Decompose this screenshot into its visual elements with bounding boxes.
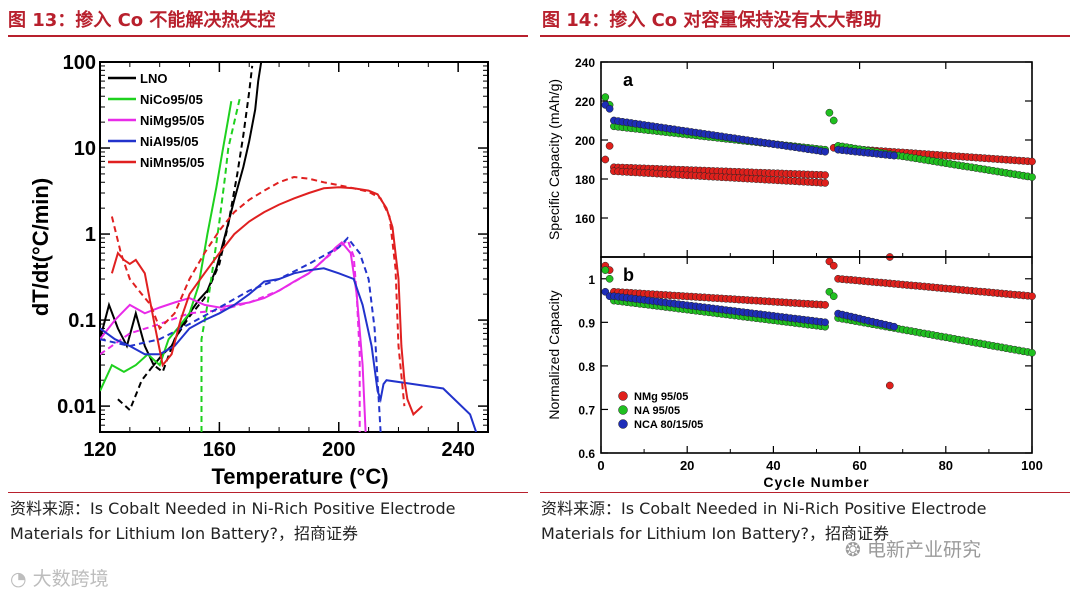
data-point [829, 116, 838, 125]
series-dashed-nimn95-05 [110, 175, 406, 407]
right-source-rule [540, 492, 1070, 493]
x-tick-label: 80 [939, 458, 953, 473]
y-tick-label: 240 [575, 56, 595, 70]
legend-marker [618, 405, 628, 415]
y-tick-label: 0.6 [578, 447, 595, 461]
left-source-text: 资料来源：Is Cobalt Needed in Ni-Rich Positiv… [10, 499, 456, 543]
left-title-rule [8, 35, 528, 37]
data-point [601, 93, 610, 101]
right-title-rule [540, 35, 1070, 37]
data-point [821, 318, 829, 327]
legend-label: NCA 80/15/05 [634, 419, 703, 431]
data-point [829, 292, 838, 301]
left-panel-title: 图 13：掺入 Co 不能解决热失控 [8, 10, 276, 31]
watermark-right: ❂ 电新产业研究 [845, 535, 981, 562]
series-nca-80-15-05 [601, 287, 898, 331]
series-line-nial95-05 [100, 267, 478, 432]
x-tick-label: 60 [852, 458, 866, 473]
watermark-left-text: 大数跨境 [32, 568, 109, 590]
data-point [890, 322, 898, 331]
panel-letter: a [623, 70, 634, 90]
y-tick-label: 200 [575, 134, 595, 148]
data-point [829, 261, 838, 270]
series-line-nimn95-05 [110, 186, 423, 417]
y-tick-label: 1 [588, 273, 595, 287]
data-point [1028, 292, 1036, 301]
series-dashed-lno [117, 65, 254, 412]
y-axis-label: dT/dt(°C/min) [28, 178, 53, 316]
series-dashed-nimg95-05 [100, 238, 361, 432]
y-tick-label: 10 [74, 138, 96, 160]
legend-label: NiMg95/05 [140, 113, 204, 128]
x-tick-label: 120 [83, 439, 116, 461]
legend-label: NiMn95/05 [140, 155, 204, 170]
legend-label: NA 95/05 [634, 405, 680, 417]
series-na-95-05 [601, 266, 1036, 357]
data-point [1028, 173, 1036, 181]
data-point [821, 171, 829, 179]
data-point [601, 266, 610, 274]
y-tick-label: 220 [575, 95, 595, 109]
y-tick-label: 0.7 [578, 403, 595, 417]
y-tick-label: 0.01 [57, 396, 96, 418]
x-axis-label: Temperature (°C) [211, 464, 388, 489]
y-tick-label: 0.9 [578, 316, 595, 330]
legend-label: LNO [140, 71, 167, 86]
data-point [605, 142, 614, 150]
x-tick-label: 100 [1021, 458, 1043, 473]
legend-marker [618, 391, 628, 401]
y-tick-label: 180 [575, 173, 595, 187]
panel-letter: b [623, 265, 634, 285]
y-tick-label: 0.1 [68, 310, 96, 332]
data-point [821, 301, 829, 309]
right-panel-title: 图 14：掺入 Co 对容量保持没有太大帮助 [542, 10, 882, 31]
y-tick-label: 100 [63, 52, 96, 74]
x-tick-label: 240 [441, 439, 474, 461]
series-line-nimg95-05 [100, 240, 367, 432]
series-dashed-nial95-05 [100, 236, 382, 432]
series-nmg-95-05 [601, 142, 1036, 261]
legend-label: NMg 95/05 [634, 391, 688, 403]
left-source-rule [8, 492, 528, 493]
data-point [605, 104, 614, 113]
data-point [890, 151, 898, 160]
y-axis-label: Specific Capacity (mAh/g) [546, 79, 562, 240]
series-dashed-nico95-05 [200, 95, 242, 432]
thermal-runaway-chart: 0.01 0.1 1 10 100 120 160 200 240 Temperature (°C… [28, 52, 489, 489]
series-group [100, 62, 478, 432]
watermark-left: ◔ 大数跨境 [10, 564, 109, 591]
x-tick-label: 40 [766, 458, 780, 473]
data-point [825, 108, 834, 117]
data-point [601, 155, 610, 164]
x-tick-label: 160 [203, 439, 236, 461]
wechat-icon: ❂ [845, 539, 861, 561]
data-point [1028, 348, 1036, 357]
data-point [821, 147, 829, 156]
legend-label: NiCo95/05 [140, 92, 203, 107]
y-axis-label: Normalized Capacity [546, 290, 562, 419]
data-point [605, 274, 614, 283]
y-tick-label: 1 [85, 224, 96, 246]
data-point [1028, 157, 1036, 166]
series-nca-80-15-05 [601, 101, 898, 160]
x-tick-label: 20 [680, 458, 694, 473]
right-source-text: 资料来源：Is Cobalt Needed in Ni-Rich Positiv… [541, 499, 987, 543]
x-tick-label: 0 [597, 458, 604, 473]
legend-label: NiAl95/05 [140, 134, 199, 149]
legend-marker [618, 419, 628, 429]
data-point [885, 381, 894, 390]
watermark-right-text: 电新产业研究 [866, 539, 981, 561]
y-tick-label: 160 [575, 212, 595, 226]
y-tick-label: 0.8 [578, 360, 595, 374]
series-nmg-95-05 [601, 257, 1036, 390]
x-tick-label: 200 [322, 439, 355, 461]
data-point [821, 179, 829, 187]
watermark-logo-icon: ◔ [10, 568, 27, 590]
x-axis-label: Cycle Number [763, 474, 869, 490]
